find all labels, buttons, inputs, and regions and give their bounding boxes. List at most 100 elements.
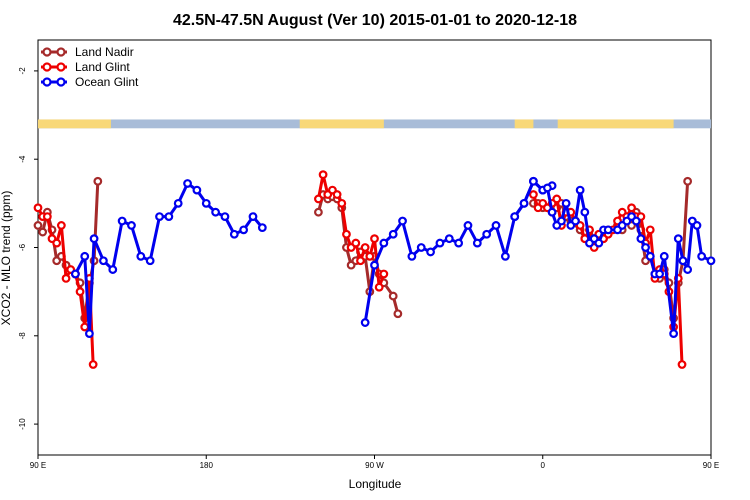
data-point [220,212,230,221]
chart-title: 42.5N-47.5N August (Ver 10) 2015-01-01 t… [173,12,577,29]
data-point [463,221,473,230]
data-point [89,234,99,244]
data-point [561,198,571,208]
data-point [673,234,683,244]
data-point [393,309,403,319]
data-point [603,225,613,235]
data-point [318,170,328,180]
data-point [547,207,557,217]
data-point [379,238,389,248]
data-point [117,216,127,226]
data-point [356,256,365,266]
data-point [500,251,510,261]
data-point [416,243,426,252]
legend-item: Land Nadir [41,45,134,59]
land-band [557,119,674,129]
data-point [388,229,398,239]
data-point [641,243,650,252]
data-point [42,212,52,221]
data-point [164,212,174,221]
y-tick-label: -6 [18,243,27,251]
x-tick-label: 90 W [365,461,384,470]
y-axis-label: XCO2 - MLO trend (ppm) [0,191,13,326]
data-point [332,190,342,199]
data-point [52,238,62,248]
data-point [444,234,454,244]
data-point [529,190,538,199]
x-axis-label: Longitude [349,477,402,491]
data-point [529,176,538,186]
land-band [514,119,534,129]
legend-label: Ocean Glint [75,75,139,89]
data-point [370,260,379,270]
data-point [435,238,445,248]
data-point [192,185,202,195]
data-point [388,291,398,301]
data-point [645,225,655,235]
data-point [88,360,98,369]
data-point [491,221,501,230]
data-point [594,238,604,248]
y-tick-label: -8 [18,332,27,340]
legend-item: Land Glint [41,60,130,74]
legend-marker [56,62,66,72]
y-axis: -2 -4 -6 -8 -10 [18,67,38,430]
data-point [80,251,90,261]
data-point [552,194,562,204]
data-point [365,251,375,261]
data-point [677,360,687,369]
data-point [93,176,103,186]
legend-marker [42,47,52,57]
legend-item: Ocean Glint [41,75,139,89]
legend-marker [42,77,52,87]
y-tick-label: -2 [18,67,27,75]
x-tick-label: 180 [200,461,214,470]
data-point [314,207,323,217]
data-point [692,221,702,230]
data-point [683,176,693,186]
data-point [379,269,389,279]
data-point [645,251,655,261]
legend-label: Land Nadir [75,45,134,59]
data-point [342,229,351,239]
data-point [108,265,118,274]
legend-marker [56,47,66,57]
data-point [248,212,258,221]
data-point [314,194,323,204]
data-point [510,212,520,221]
land-band [38,119,111,129]
data-point [33,221,43,230]
data-point [61,274,71,283]
legend-marker [56,77,66,87]
data-point [75,287,85,297]
data-point [99,256,108,266]
data-point [398,216,407,226]
data-point [33,203,43,213]
data-point [201,198,211,208]
x-tick-label: 90 E [30,461,46,470]
data-point [519,198,529,208]
data-point [337,198,347,208]
data-point [706,256,716,266]
y-tick-label: -10 [18,418,27,430]
data-point [257,223,267,233]
data-point [70,269,80,279]
legend-marker [42,62,52,72]
data-point [659,251,669,261]
data-point [136,251,146,261]
data-point [211,207,220,217]
data-point [38,227,48,237]
data-point [426,247,435,257]
data-point [145,256,155,266]
data-point [56,221,66,230]
data-point [482,229,492,239]
data-point [360,318,370,327]
series-ocean-glint [70,176,716,338]
y-tick-label: -4 [18,155,27,163]
data-point [631,216,641,226]
data-point [183,179,192,188]
data-point [697,251,707,261]
data-point [407,251,417,261]
